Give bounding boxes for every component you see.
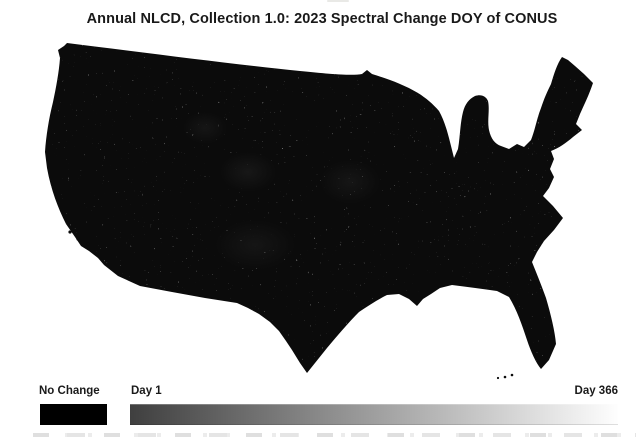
channel-islands	[68, 230, 90, 246]
spectral-change-speckles	[45, 43, 593, 373]
legend-doy-gradient-bar	[130, 404, 618, 425]
florida-keys	[496, 373, 514, 380]
cropped-caption-remnant	[33, 433, 636, 437]
legend-day-start-label: Day 1	[131, 385, 162, 397]
page-title: Annual NLCD, Collection 1.0: 2023 Spectr…	[86, 11, 558, 27]
legend-no-change-label: No Change	[39, 385, 100, 397]
cropped-top-edge-mark	[327, 0, 349, 2]
legend-no-change-swatch	[40, 404, 107, 425]
legend-day-end-label: Day 366	[574, 385, 618, 397]
